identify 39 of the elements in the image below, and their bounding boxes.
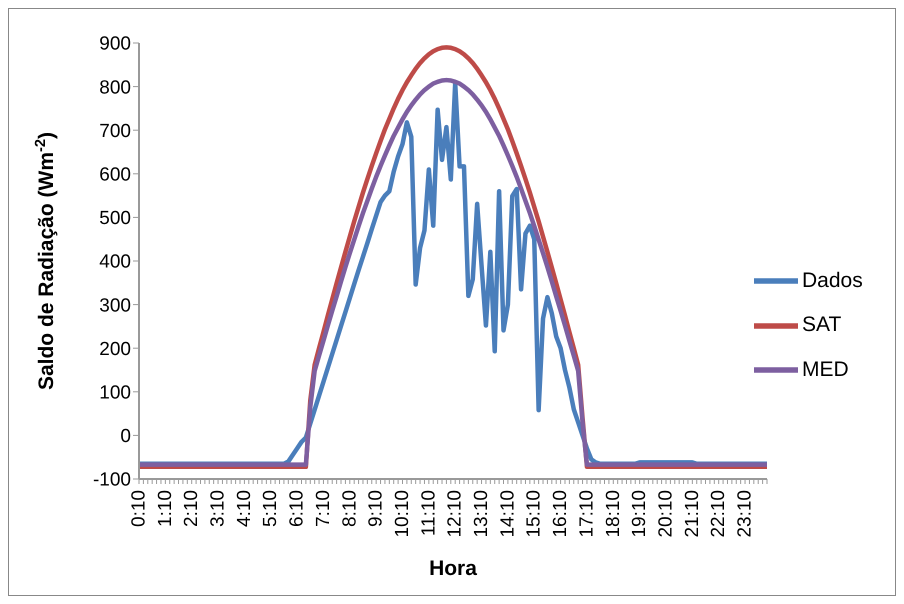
x-axis-title: Hora: [429, 557, 478, 580]
x-tick-label: 15:10: [524, 490, 545, 538]
y-tick-label: 900: [99, 34, 131, 55]
legend-label: Dados: [802, 269, 863, 292]
x-tick-label: 23:10: [734, 490, 756, 538]
y-tick-label: 0: [120, 426, 131, 448]
x-tick-label: 20:10: [655, 490, 676, 538]
x-tick-label: 0:10: [128, 490, 150, 527]
x-tick-label: 10:10: [392, 490, 413, 538]
legend-label: SAT: [802, 313, 842, 336]
x-tick-label: 18:10: [602, 490, 624, 538]
x-tick-label: 16:10: [550, 490, 572, 538]
y-tick-label: 400: [99, 252, 131, 273]
x-tick-label: 2:10: [181, 490, 202, 527]
y-tick-label: 600: [99, 164, 131, 186]
x-tick-label: 4:10: [234, 490, 255, 527]
x-tick-label: 22:10: [708, 490, 730, 538]
y-tick-label: 100: [99, 382, 131, 404]
y-tick-label: 800: [99, 77, 131, 98]
x-tick-label: 14:10: [497, 490, 518, 538]
x-tick-label: 11:10: [418, 490, 440, 536]
x-tick-label: 17:10: [576, 490, 598, 538]
y-tick-label: 200: [99, 338, 131, 360]
y-tick-label: 700: [99, 120, 131, 142]
y-tick-label: -100: [92, 470, 131, 491]
legend-label: MED: [802, 358, 849, 381]
y-tick-label: 300: [99, 295, 131, 316]
x-tick-label: 5:10: [260, 490, 282, 527]
x-tick-label: 6:10: [286, 490, 308, 527]
x-tick-label: 7:10: [312, 490, 334, 527]
x-tick-label: 9:10: [366, 490, 387, 527]
x-tick-label: 3:10: [208, 490, 229, 527]
x-tick-label: 1:10: [154, 490, 176, 527]
x-tick-label: 19:10: [629, 490, 650, 538]
x-tick-label: 8:10: [339, 490, 360, 527]
y-tick-label: 500: [99, 208, 131, 230]
x-tick-label: 12:10: [444, 490, 466, 538]
x-tick-label: 21:10: [682, 490, 703, 538]
x-tick-label: 13:10: [471, 490, 492, 538]
